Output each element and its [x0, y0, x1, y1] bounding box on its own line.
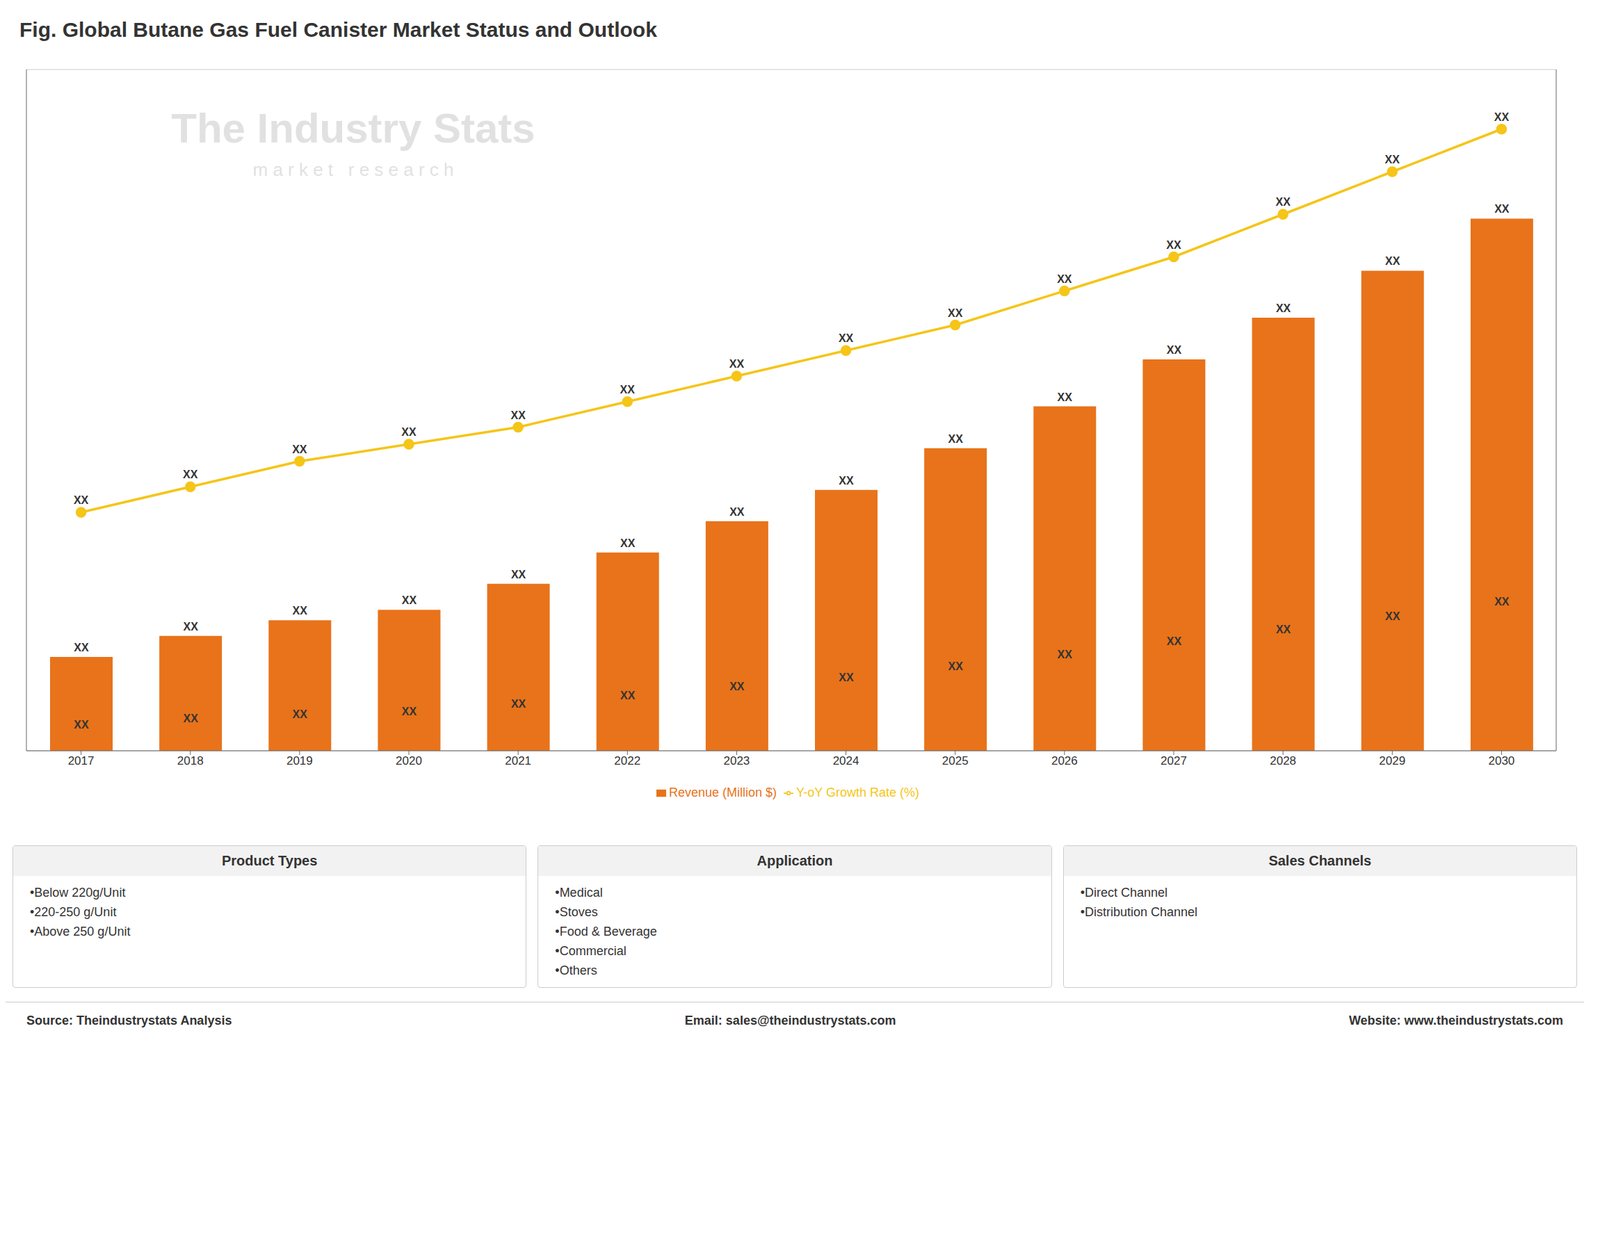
svg-text:XX: XX [620, 689, 636, 702]
svg-text:XX: XX [1494, 595, 1510, 608]
html-text:Product Types: Product Types [221, 853, 318, 869]
svg-text:XX: XX [1275, 302, 1292, 315]
svg-text:2023: 2023 [723, 754, 751, 768]
html-text:Website: www.theindustrystats.: Website: www.theindustrystats.com [1348, 1013, 1564, 1028]
svg-text:2022: 2022 [613, 754, 641, 768]
svg-text:2021: 2021 [504, 754, 532, 768]
svg-text:XX: XX [838, 474, 854, 487]
svg-text:XX: XX [1385, 153, 1401, 166]
html-text:•Commercial: •Commercial [555, 944, 627, 959]
svg-text:XX: XX [292, 604, 309, 617]
svg-text:XX: XX [511, 698, 527, 710]
svg-text:XX: XX [729, 358, 745, 370]
svg-text:XX: XX [73, 494, 90, 507]
svg-text:XX: XX [1057, 648, 1073, 661]
svg-text:XX: XX [1275, 196, 1291, 208]
html-text:The Industry Stats: The Industry Stats [171, 104, 536, 152]
svg-text:XX: XX [401, 594, 418, 607]
svg-text:2025: 2025 [942, 754, 969, 768]
html-text:•Distribution Channel: •Distribution Channel [1080, 905, 1198, 920]
svg-text:XX: XX [401, 705, 418, 718]
svg-text:XX: XX [182, 712, 199, 725]
html-text:Email: sales@theindustrystats.: Email: sales@theindustrystats.com [684, 1013, 896, 1028]
svg-text:XX: XX [1385, 255, 1401, 268]
svg-text:2024: 2024 [833, 754, 860, 768]
html-text:•Direct Channel: •Direct Channel [1080, 885, 1168, 900]
svg-text:XX: XX [1385, 610, 1401, 623]
svg-text:XX: XX [1275, 623, 1292, 636]
html-text:Y-oY Growth Rate (%): Y-oY Growth Rate (%) [796, 785, 920, 800]
svg-text:XX: XX [1166, 344, 1183, 357]
svg-text:XX: XX [729, 506, 745, 519]
html-text:•Stoves: •Stoves [555, 905, 598, 920]
html-text:•Medical: •Medical [555, 885, 603, 900]
svg-text:XX: XX [1166, 239, 1182, 252]
svg-text:XX: XX [947, 660, 964, 673]
svg-text:XX: XX [729, 680, 745, 693]
svg-text:XX: XX [401, 426, 417, 439]
svg-text:XX: XX [1056, 273, 1073, 286]
svg-text:2028: 2028 [1269, 754, 1297, 768]
svg-text:XX: XX [73, 718, 90, 731]
html-text:•Food & Beverage: •Food & Beverage [555, 924, 657, 939]
svg-text:XX: XX [182, 620, 199, 633]
svg-text:XX: XX [1166, 635, 1183, 648]
svg-text:XX: XX [292, 708, 309, 721]
svg-text:XX: XX [838, 671, 854, 684]
svg-text:XX: XX [1494, 203, 1510, 215]
svg-text:XX: XX [838, 332, 854, 345]
html-text:Revenue (Million $): Revenue (Million $) [668, 785, 777, 800]
svg-text:2027: 2027 [1160, 754, 1187, 768]
svg-text:XX: XX [292, 443, 308, 456]
svg-text:2019: 2019 [286, 754, 313, 768]
svg-text:2017: 2017 [68, 754, 95, 768]
svg-text:XX: XX [73, 641, 90, 654]
html-text:Application: Application [756, 853, 833, 869]
svg-text:2018: 2018 [177, 754, 204, 768]
svg-text:2026: 2026 [1051, 754, 1078, 768]
svg-text:2029: 2029 [1378, 754, 1406, 768]
svg-text:XX: XX [182, 468, 199, 481]
html-text:Source: Theindustrystats Analy: Source: Theindustrystats Analysis [26, 1013, 232, 1028]
svg-text:XX: XX [620, 383, 636, 396]
svg-text:XX: XX [1494, 111, 1510, 124]
html-text:•Above 250 g/Unit: •Above 250 g/Unit [29, 924, 131, 939]
svg-text:2020: 2020 [395, 754, 423, 768]
svg-text:2030: 2030 [1488, 754, 1516, 768]
svg-text:XX: XX [620, 537, 636, 550]
svg-text:XX: XX [947, 433, 964, 446]
html-text:Sales Channels: Sales Channels [1268, 853, 1372, 869]
html-text:•Others: •Others [555, 963, 598, 978]
svg-text:XX: XX [947, 307, 964, 320]
svg-text:XX: XX [510, 409, 526, 422]
html-text:•Below 220g/Unit: •Below 220g/Unit [29, 885, 126, 900]
svg-text:XX: XX [511, 568, 527, 581]
html-text:•220-250 g/Unit: •220-250 g/Unit [29, 905, 117, 920]
html-text:m a r k e t r e s e a r c h: m a r k e t r e s e a r c h [252, 159, 454, 181]
svg-text:XX: XX [1057, 391, 1073, 404]
html-text:Fig. Global Butane Gas Fuel Ca: Fig. Global Butane Gas Fuel Canister Mar… [19, 18, 657, 42]
